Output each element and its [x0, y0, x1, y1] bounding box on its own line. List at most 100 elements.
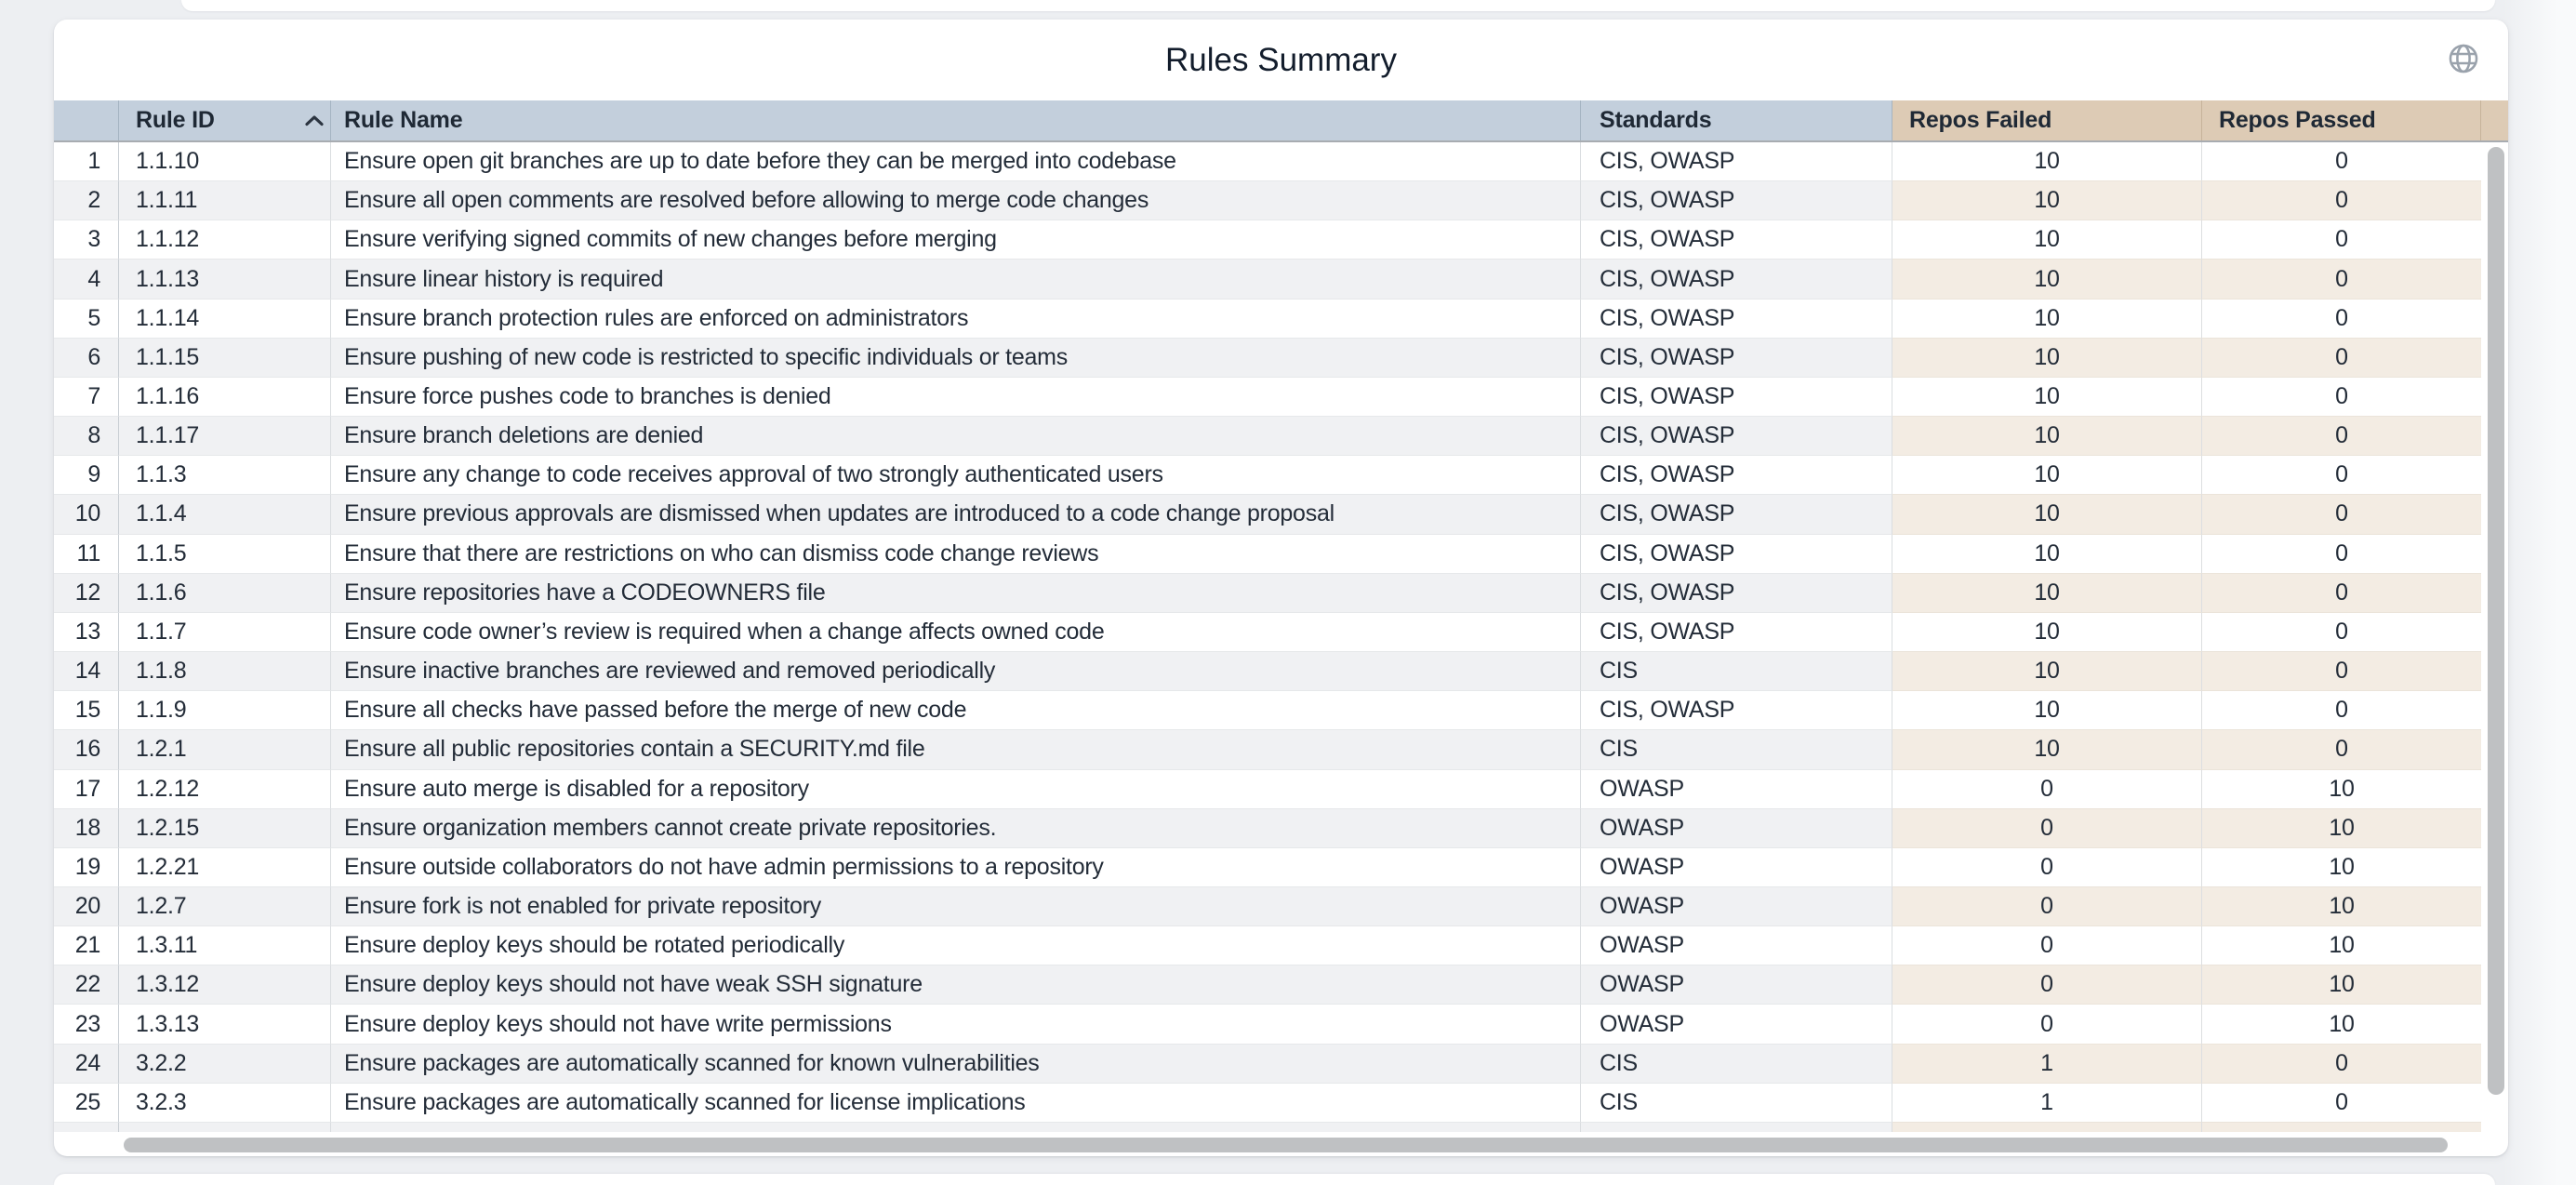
row-number-cell: 13 [54, 612, 119, 653]
repos-passed-cell: 0 [2202, 338, 2481, 378]
rule-name-cell: Ensure packages are automatically scanne… [331, 1044, 1581, 1084]
vertical-scrollbar-thumb[interactable] [2488, 147, 2504, 1095]
repos-passed-cell: 10 [2202, 769, 2481, 809]
table-row: 6 1.1.15 Ensure pushing of new code is res… [54, 338, 2508, 378]
repos-failed-cell: 10 [1892, 612, 2202, 653]
standards-cell: OWASP [1581, 886, 1892, 927]
rule-name-cell: Ensure all checks have passed before the… [331, 691, 1581, 731]
row-number-cell: 4 [54, 260, 119, 300]
globe-icon[interactable] [2448, 43, 2479, 74]
header-row-number [54, 100, 119, 140]
repos-passed-cell: 0 [2202, 299, 2481, 339]
repos-failed-cell: 10 [1892, 573, 2202, 613]
header-repos-passed[interactable]: Repos Passed [2202, 100, 2481, 140]
rule-name-cell: Ensure repositories have a CODEOWNERS fi… [331, 573, 1581, 613]
table-row: 20 1.2.7 Ensure fork is not enabled for pr… [54, 886, 2508, 927]
header-standards[interactable]: Standards [1581, 100, 1892, 140]
repos-passed-cell: 0 [2202, 181, 2481, 221]
repos-passed-cell: 0 [2202, 652, 2481, 692]
rule-name-cell: Ensure branch protection rules are enfor… [331, 299, 1581, 339]
standards-cell: OWASP [1581, 847, 1892, 887]
repos-failed-cell: 0 [1892, 769, 2202, 809]
repos-failed-cell: 0 [1892, 886, 2202, 927]
standards-cell: CIS, OWASP [1581, 573, 1892, 613]
row-number-cell: 2 [54, 181, 119, 221]
rule-name-cell: Ensure deploy keys should not have write… [331, 1005, 1581, 1045]
repos-passed-cell: 0 [2202, 142, 2481, 182]
rule-name-cell: Ensure outside collaborators do not have… [331, 847, 1581, 887]
repos-failed-cell: 10 [1892, 220, 2202, 260]
table-row: 5 1.1.14 Ensure branch protection rules ar… [54, 299, 2508, 339]
rule-id-cell: 1.1.8 [119, 652, 331, 692]
page-title: Rules Summary [1165, 41, 1397, 78]
table-row: 12 1.1.6 Ensure repositories have a CODEOW… [54, 573, 2508, 613]
repos-failed-cell: 0 [1892, 847, 2202, 887]
row-number-cell: 12 [54, 573, 119, 613]
row-number-cell: 18 [54, 808, 119, 848]
rule-id-cell: 1.1.10 [119, 142, 331, 182]
repos-passed-cell: 0 [2202, 612, 2481, 653]
table-row: 18 1.2.15 Ensure organization members cann… [54, 808, 2508, 848]
repos-failed-cell: 10 [1892, 495, 2202, 535]
table-row: 10 1.1.4 Ensure previous approvals are dis… [54, 495, 2508, 535]
standards-cell: CIS, OWASP [1581, 181, 1892, 221]
rule-name-cell: Ensure deploy keys should be rotated per… [331, 926, 1581, 966]
horizontal-scrollbar-thumb[interactable] [124, 1138, 2448, 1152]
repos-passed-cell: 0 [2202, 573, 2481, 613]
repos-failed-cell: 0 [1892, 1005, 2202, 1045]
rule-name-cell: Ensure branch deletions are denied [331, 417, 1581, 457]
repos-passed-cell: 0 [2202, 417, 2481, 457]
repos-passed-cell: 0 [2202, 534, 2481, 574]
rule-id-cell [119, 1122, 331, 1132]
rule-id-cell: 1.1.17 [119, 417, 331, 457]
row-number-cell: 14 [54, 652, 119, 692]
rule-id-cell: 1.1.6 [119, 573, 331, 613]
table-row: 11 1.1.5 Ensure that there are restriction… [54, 534, 2508, 574]
repos-failed-cell: 1 [1892, 1083, 2202, 1123]
table-row: 25 3.2.3 Ensure packages are automatically… [54, 1083, 2508, 1123]
table-row: 13 1.1.7 Ensure code owner’s review is req… [54, 612, 2508, 653]
repos-failed-cell [1892, 1122, 2202, 1132]
row-number-cell: 3 [54, 220, 119, 260]
standards-cell: CIS, OWASP [1581, 220, 1892, 260]
rule-id-cell: 1.1.9 [119, 691, 331, 731]
standards-cell: CIS, OWASP [1581, 612, 1892, 653]
rule-id-cell: 1.3.12 [119, 965, 331, 1005]
standards-cell: CIS, OWASP [1581, 495, 1892, 535]
standards-cell: OWASP [1581, 926, 1892, 966]
rule-name-cell: Ensure fork is not enabled for private r… [331, 886, 1581, 927]
repos-failed-cell: 10 [1892, 338, 2202, 378]
header-rule-name[interactable]: Rule Name [331, 100, 1581, 140]
table-row: 1 1.1.10 Ensure open git branches are up t… [54, 142, 2508, 182]
repos-failed-cell: 10 [1892, 691, 2202, 731]
rule-name-cell [331, 1122, 1581, 1132]
repos-failed-cell: 10 [1892, 377, 2202, 418]
repos-failed-cell: 10 [1892, 456, 2202, 496]
rule-name-cell: Ensure code owner’s review is required w… [331, 612, 1581, 653]
header-rule-id-label: Rule ID [136, 107, 215, 133]
table-row: 4 1.1.13 Ensure linear history is required… [54, 260, 2508, 300]
standards-cell: CIS, OWASP [1581, 456, 1892, 496]
standards-cell: CIS, OWASP [1581, 417, 1892, 457]
scrollbar-gutter-cell [2481, 1122, 2508, 1132]
repos-passed-cell: 0 [2202, 456, 2481, 496]
header-repos-failed[interactable]: Repos Failed [1892, 100, 2202, 140]
rule-id-cell: 1.1.7 [119, 612, 331, 653]
repos-passed-cell: 0 [2202, 691, 2481, 731]
row-number-cell: 17 [54, 769, 119, 809]
row-number-cell: 10 [54, 495, 119, 535]
table-row: 14 1.1.8 Ensure inactive branches are revi… [54, 652, 2508, 692]
repos-failed-cell: 10 [1892, 299, 2202, 339]
rule-id-cell: 1.1.12 [119, 220, 331, 260]
row-number-cell: 19 [54, 847, 119, 887]
repos-passed-cell: 10 [2202, 926, 2481, 966]
rule-id-cell: 3.2.2 [119, 1044, 331, 1084]
rule-id-cell: 1.2.1 [119, 730, 331, 770]
repos-failed-cell: 10 [1892, 417, 2202, 457]
standards-cell: OWASP [1581, 769, 1892, 809]
header-rule-id[interactable]: Rule ID [119, 100, 331, 140]
header-scroll-gutter [2481, 100, 2508, 140]
repos-failed-cell: 10 [1892, 260, 2202, 300]
repos-failed-cell: 0 [1892, 808, 2202, 848]
standards-cell: CIS, OWASP [1581, 260, 1892, 300]
